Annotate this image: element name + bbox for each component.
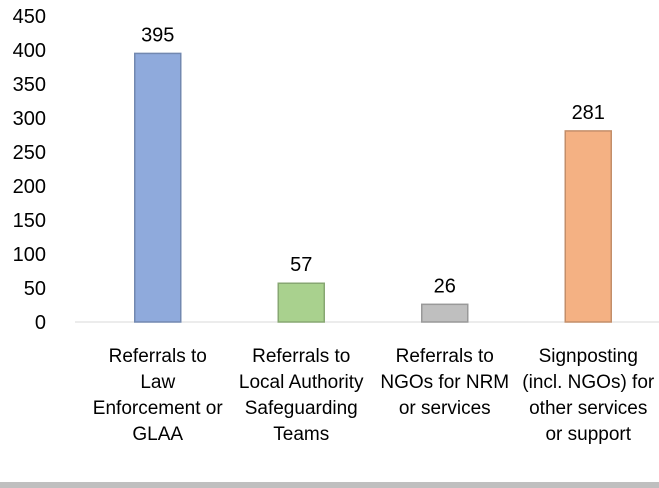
bar bbox=[421, 303, 469, 323]
y-tick-label: 100 bbox=[13, 244, 46, 266]
bar bbox=[564, 130, 612, 323]
value-label: 57 bbox=[290, 254, 312, 276]
x-tick-label: Signposting (incl. NGOs) for other servi… bbox=[522, 346, 655, 445]
y-tick-label: 250 bbox=[13, 142, 46, 164]
value-label: 281 bbox=[572, 102, 605, 124]
y-tick-label: 350 bbox=[13, 74, 46, 96]
bar bbox=[134, 52, 182, 323]
y-tick-label: 200 bbox=[13, 176, 46, 198]
bar bbox=[277, 282, 325, 323]
value-label: 26 bbox=[434, 275, 456, 297]
y-tick-label: 300 bbox=[13, 108, 46, 130]
y-tick-label: 0 bbox=[35, 312, 46, 334]
x-tick-label: Referrals to Law Enforcement or GLAA bbox=[92, 346, 223, 445]
y-tick-label: 150 bbox=[13, 210, 46, 232]
value-label: 395 bbox=[141, 24, 174, 46]
x-tick-label: Referrals to Local Authority Safeguardin… bbox=[238, 346, 364, 445]
y-tick-label: 450 bbox=[13, 6, 46, 28]
y-tick-label: 50 bbox=[24, 278, 46, 300]
y-tick-label: 400 bbox=[13, 40, 46, 62]
bottom-strip bbox=[0, 482, 659, 488]
x-tick-label: Referrals to NGOs for NRM or services bbox=[380, 346, 510, 419]
